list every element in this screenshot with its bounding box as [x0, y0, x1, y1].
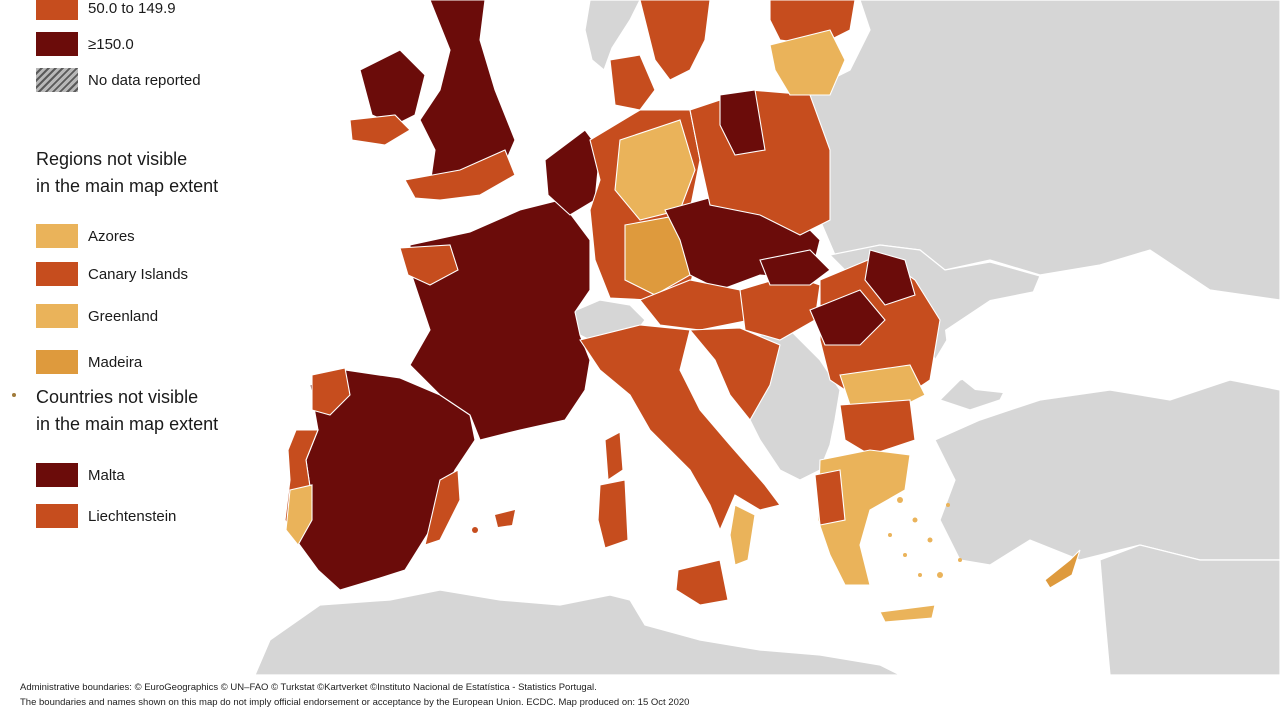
corsica-map [604, 431, 624, 481]
bulgaria-map [839, 399, 916, 456]
latvia-lithuania-map [769, 29, 846, 96]
legend-swatch [36, 463, 78, 487]
poland-dark-region-map [719, 89, 766, 156]
legend-label: Azores [88, 227, 135, 245]
legend-item-150-plus: ≥150.0 [36, 32, 134, 56]
slovakia-map [759, 249, 831, 286]
legend-swatch [36, 350, 78, 374]
greece-dark-region-map [814, 469, 846, 526]
galicia-region-map [311, 367, 351, 416]
crete-map [879, 604, 936, 623]
legend-swatch [36, 262, 78, 286]
legend-label: Madeira [88, 353, 143, 371]
romania-north-region-map [864, 249, 916, 306]
legend-label: Canary Islands [88, 265, 189, 283]
slovenia-croatia-map [688, 327, 781, 421]
countries-heading-line1: Countries not visible [36, 387, 199, 407]
cyprus-map [1044, 549, 1081, 589]
sweden-map [639, 0, 711, 81]
north-africa-map [254, 589, 901, 675]
legend-region-canary-islands: Canary Islands [36, 262, 188, 286]
sardinia-map [597, 479, 629, 549]
valencia-region-map [424, 469, 461, 546]
ireland-south-map [349, 114, 411, 146]
denmark-map [609, 54, 656, 111]
legend-swatch-hatched [36, 68, 78, 92]
europe-map [254, 0, 1280, 675]
footer-line1: Administrative boundaries: © EuroGeograp… [20, 682, 597, 693]
turkey-map [934, 379, 1280, 566]
sicily-map [675, 559, 729, 606]
brittany-map [399, 244, 459, 286]
balearic-islands [472, 510, 515, 533]
legend-item-50-149: 50.0 to 149.9 [36, 0, 176, 20]
regions-heading: Regions not visible in the main map exte… [36, 146, 218, 200]
legend-region-greenland: Greenland [36, 304, 158, 328]
ireland-map [359, 49, 426, 126]
norway-map [584, 0, 641, 72]
legend-region-madeira: Madeira [36, 350, 142, 374]
legend-swatch [36, 504, 78, 528]
middle-east-map [1099, 544, 1280, 675]
regions-heading-line2: in the main map extent [36, 176, 219, 196]
legend-country-malta: Malta [36, 463, 125, 487]
legend-swatch [36, 224, 78, 248]
footer-line2: The boundaries and names shown on this m… [20, 697, 690, 708]
legend-label: Liechtenstein [88, 507, 177, 525]
legend-label: Malta [88, 466, 125, 484]
portugal-south-map [285, 484, 313, 546]
legend-swatch [36, 32, 78, 56]
legend-label: Greenland [88, 307, 159, 325]
eu-countries [284, 0, 1081, 623]
legend-swatch [36, 304, 78, 328]
regions-heading-line1: Regions not visible [36, 149, 188, 169]
legend-label: ≥150.0 [88, 35, 134, 53]
legend-region-azores: Azores [36, 224, 135, 248]
legend-country-liechtenstein: Liechtenstein [36, 504, 176, 528]
legend-label: No data reported [88, 71, 201, 89]
romania-dark-region-map [809, 289, 886, 346]
uk-south-map [404, 149, 516, 201]
countries-heading-line2: in the main map extent [36, 414, 219, 434]
legend-label: 50.0 to 149.9 [88, 0, 176, 17]
italy-map [579, 324, 781, 532]
aegean-islands [888, 497, 962, 578]
legend-swatch [36, 0, 78, 20]
black-sea [945, 280, 1160, 395]
italy-south-light-map [729, 504, 756, 566]
map-footer: Administrative boundaries: © EuroGeograp… [20, 680, 689, 710]
azores-marker [12, 393, 16, 397]
legend-item-no-data: No data reported [36, 68, 201, 92]
map-area [254, 0, 1280, 675]
countries-heading: Countries not visible in the main map ex… [36, 384, 218, 438]
